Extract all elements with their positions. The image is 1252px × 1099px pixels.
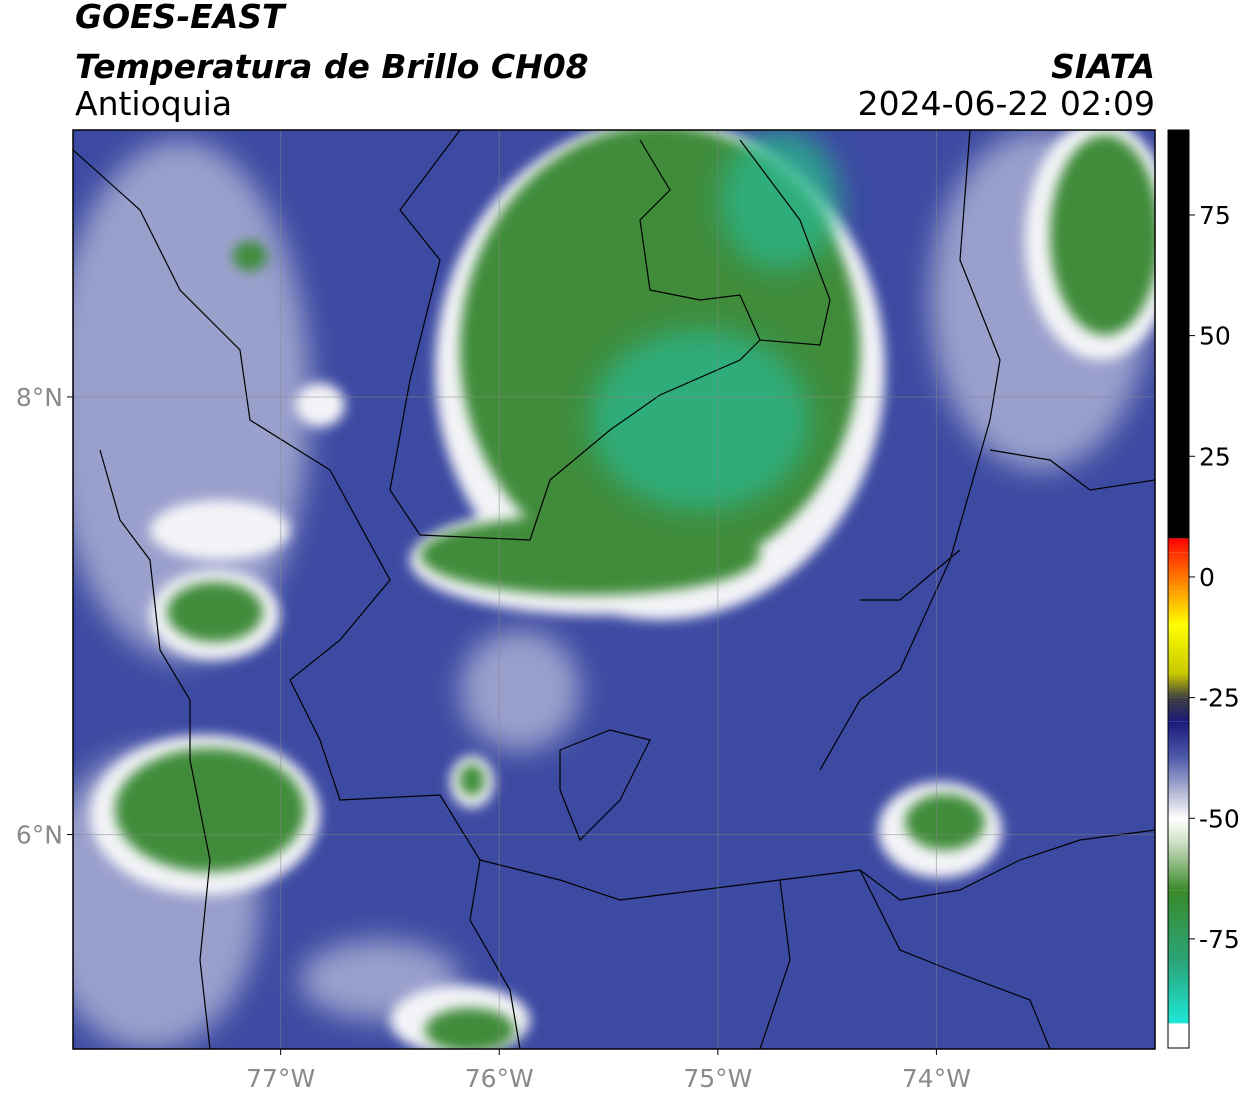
- lat-tick-label: 6°N: [16, 821, 63, 850]
- lon-tick-label: 75°W: [683, 1064, 752, 1093]
- colorbar-tick-label: -25: [1199, 684, 1240, 713]
- source: SIATA: [1051, 47, 1155, 86]
- colorbar-segment: [1168, 130, 1189, 539]
- colorbar-tick-label: 0: [1199, 563, 1215, 592]
- colorbar-segment: [1168, 755, 1189, 795]
- colorbar: [1168, 130, 1189, 1048]
- colorbar-tick-label: 25: [1199, 442, 1231, 471]
- colorbar-segment: [1168, 890, 1189, 964]
- colorbar-segment: [1168, 963, 1189, 1024]
- colorbar-segment: [1168, 818, 1189, 843]
- colorbar-tick-label: 50: [1199, 322, 1231, 351]
- lat-tick-label: 8°N: [16, 383, 63, 412]
- colorbar-segment: [1168, 625, 1189, 674]
- colorbar-segment: [1168, 842, 1189, 891]
- colorbar-segment: [1168, 552, 1189, 592]
- colorbar-segment: [1168, 591, 1189, 626]
- colorbar-segment: [1168, 721, 1189, 756]
- colorbar-segment: [1168, 1023, 1189, 1048]
- colorbar-segment: [1168, 538, 1189, 553]
- colorbar-segment: [1168, 673, 1189, 698]
- lon-tick-label: 77°W: [246, 1064, 315, 1093]
- colorbar-segment: [1168, 794, 1189, 819]
- title: GOES-EAST: [75, 0, 287, 36]
- map-frame: [72, 129, 1156, 1050]
- colorbar-tick-label: 75: [1199, 201, 1231, 230]
- region: Antioquia: [75, 84, 232, 123]
- colorbar-frame: [1167, 129, 1190, 1049]
- lon-tick-label: 76°W: [465, 1064, 534, 1093]
- colorbar-tick-label: -50: [1199, 804, 1240, 833]
- datetime: 2024-06-22 02:09: [858, 84, 1155, 123]
- map-image: [73, 130, 1155, 1049]
- lon-tick-label: 74°W: [902, 1064, 971, 1093]
- colorbar-segment: [1168, 697, 1189, 722]
- subtitle: Temperatura de Brillo CH08: [75, 47, 589, 86]
- colorbar-tick-label: -75: [1199, 925, 1240, 954]
- grid: [73, 130, 1155, 1049]
